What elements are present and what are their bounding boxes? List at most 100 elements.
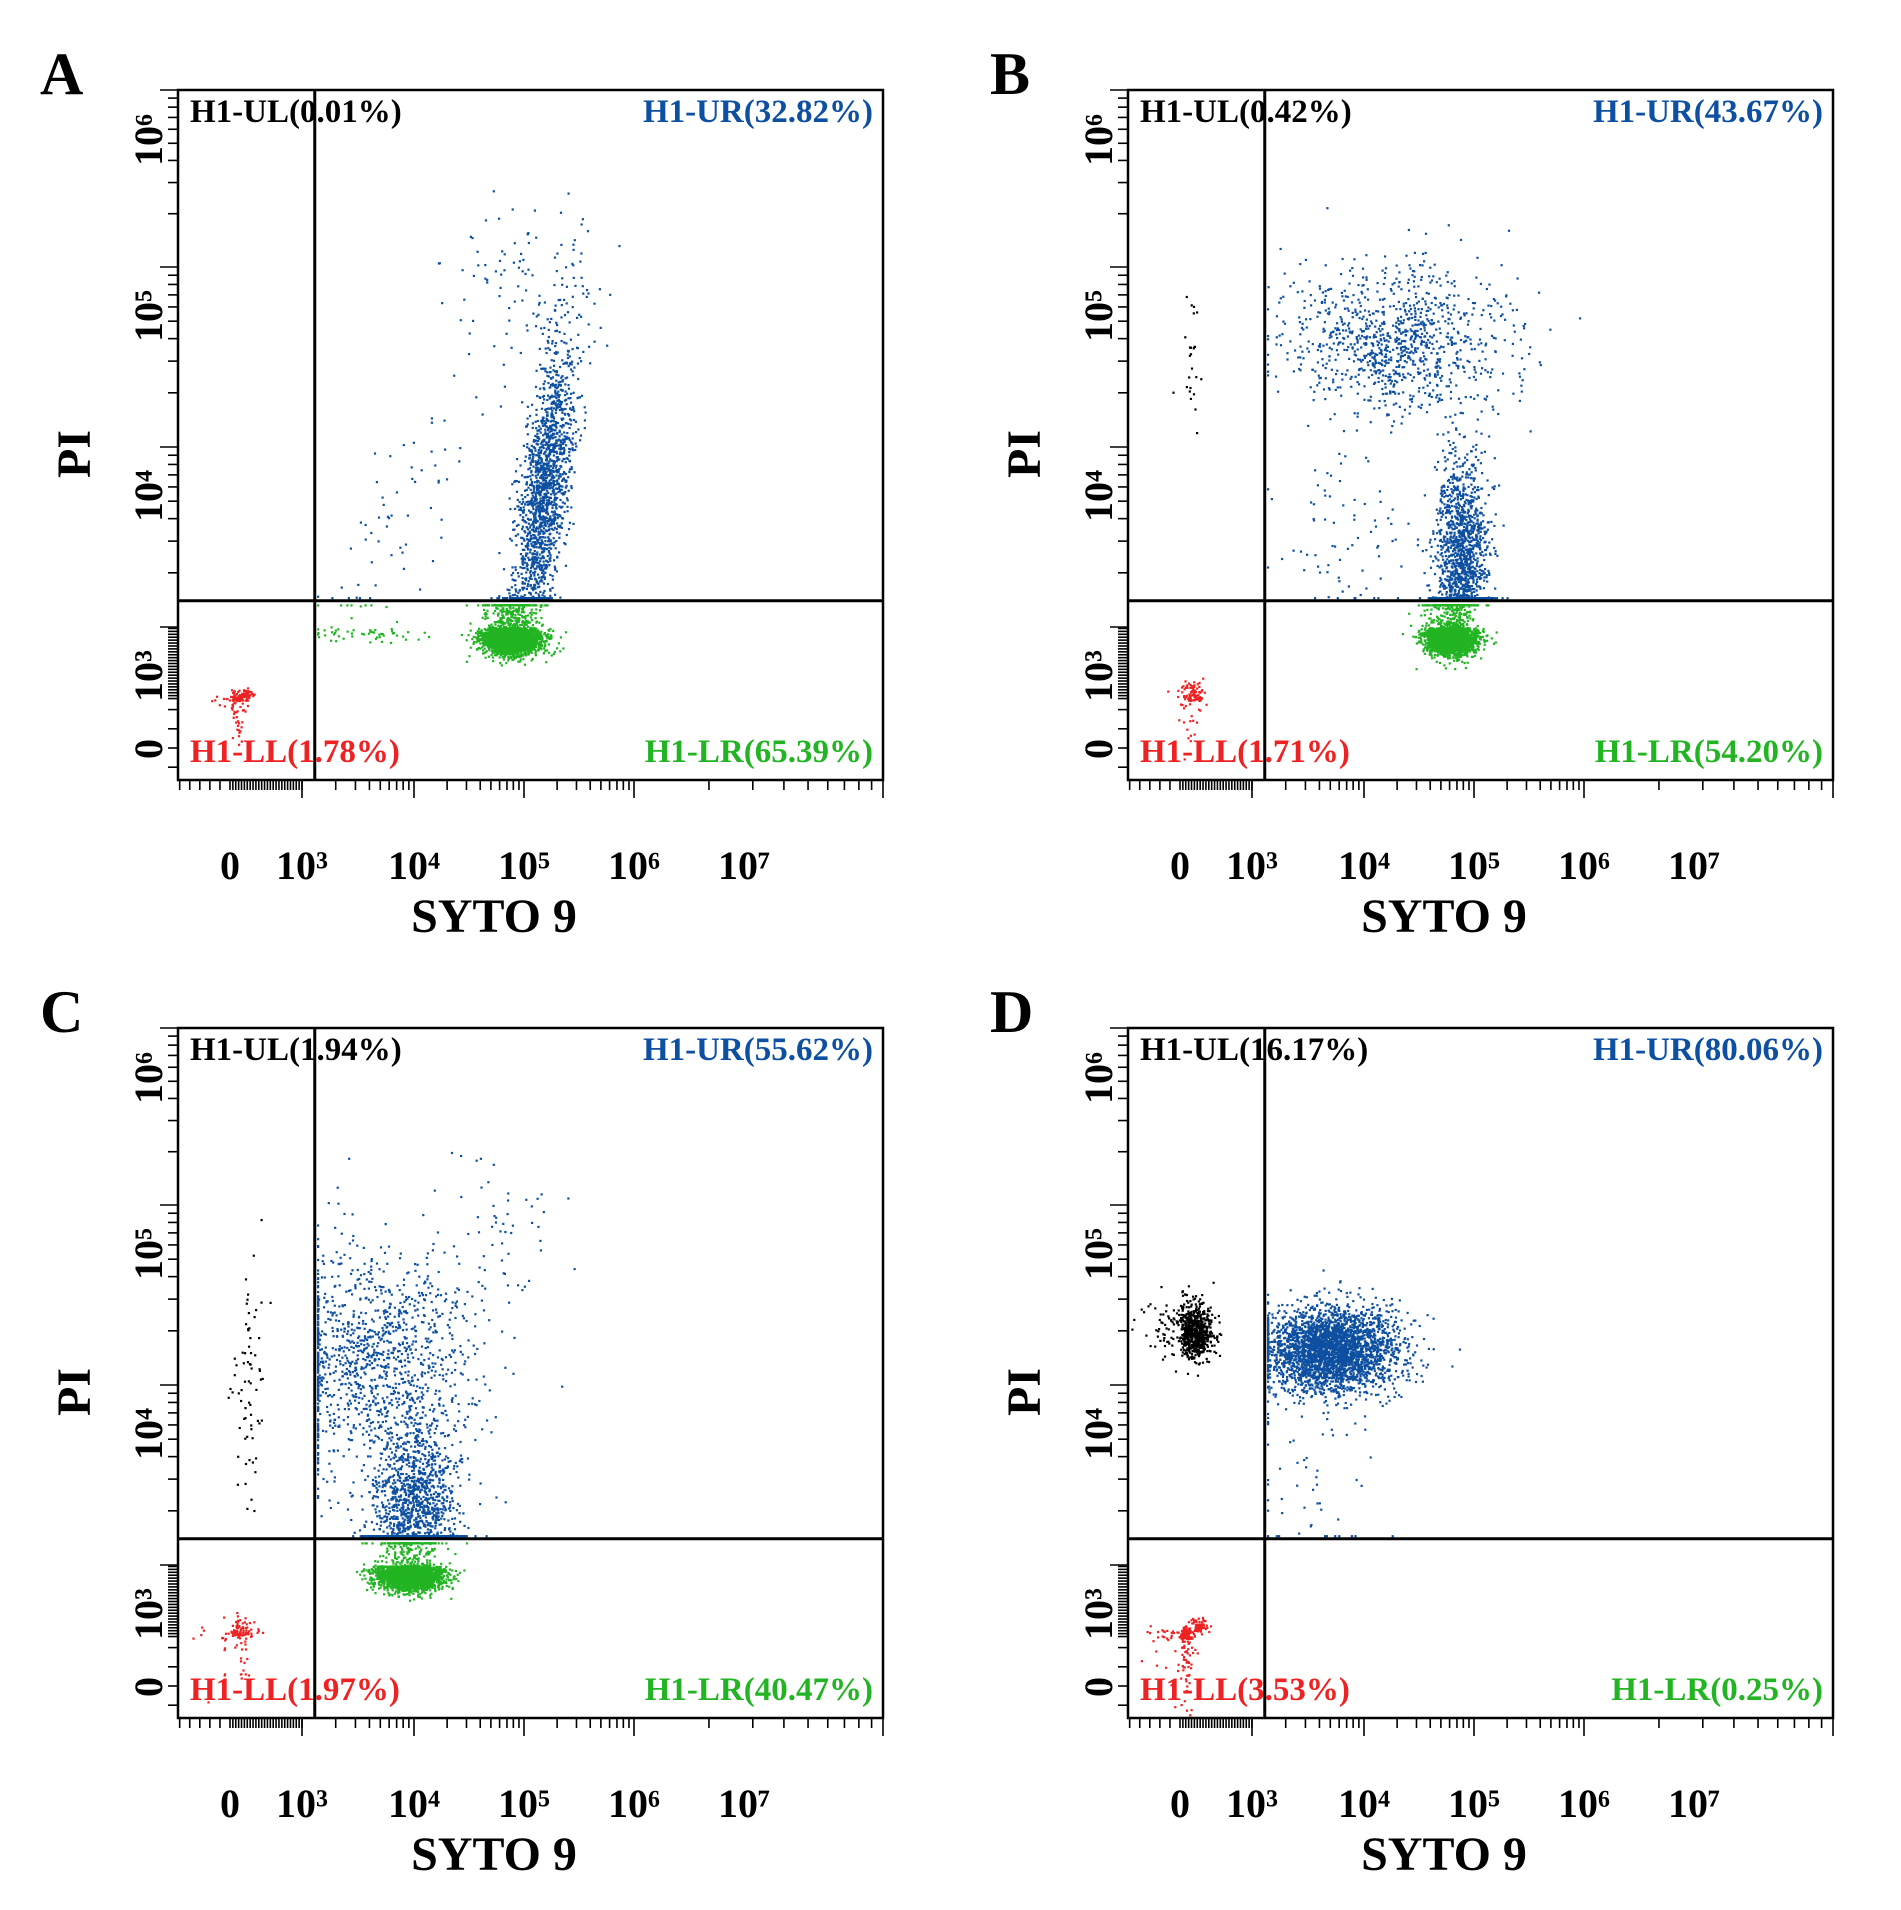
data-point xyxy=(522,511,525,514)
data-point xyxy=(569,397,572,400)
data-point xyxy=(510,657,513,660)
data-point xyxy=(537,538,540,541)
data-point xyxy=(508,605,511,608)
data-point xyxy=(561,389,564,392)
data-point xyxy=(525,289,528,292)
data-point xyxy=(541,465,544,468)
x-axis-label: SYTO 9 xyxy=(411,890,577,943)
data-point xyxy=(480,634,483,637)
data-point xyxy=(548,487,551,490)
data-point xyxy=(529,648,532,651)
data-point xyxy=(509,537,512,540)
data-point xyxy=(523,611,526,614)
data-point xyxy=(567,476,570,479)
data-point xyxy=(534,541,537,544)
data-point xyxy=(567,489,570,492)
data-point xyxy=(486,631,489,634)
data-point xyxy=(509,636,512,639)
data-point xyxy=(551,506,554,510)
data-point xyxy=(560,433,563,436)
data-point xyxy=(527,653,530,656)
data-point xyxy=(528,526,531,529)
data-point xyxy=(523,634,526,638)
data-point xyxy=(572,522,575,525)
data-point xyxy=(520,604,524,607)
data-point xyxy=(558,429,561,432)
data-point xyxy=(534,584,537,587)
data-point xyxy=(511,571,515,575)
data-point xyxy=(547,536,550,539)
data-point xyxy=(530,480,533,483)
data-point xyxy=(471,638,474,641)
data-point xyxy=(524,617,527,620)
data-point xyxy=(492,612,495,615)
data-point xyxy=(532,637,535,640)
data-point xyxy=(564,362,567,365)
data-point xyxy=(550,384,553,387)
data-point xyxy=(582,292,585,295)
data-point xyxy=(507,619,510,622)
data-point xyxy=(543,422,546,426)
data-point xyxy=(543,510,546,513)
data-point xyxy=(572,391,575,394)
data-point xyxy=(527,268,530,271)
data-point xyxy=(561,418,564,421)
data-point xyxy=(516,597,519,600)
data-point xyxy=(513,507,517,510)
data-point xyxy=(521,654,524,657)
data-point xyxy=(546,489,549,492)
data-point xyxy=(526,417,529,420)
data-point xyxy=(522,444,525,447)
data-point xyxy=(528,632,531,635)
data-point xyxy=(567,397,570,400)
data-point xyxy=(490,643,493,647)
data-point xyxy=(547,629,550,632)
data-point xyxy=(530,450,533,453)
data-point xyxy=(564,461,567,464)
data-point xyxy=(549,386,552,389)
data-point xyxy=(542,386,545,390)
data-point xyxy=(513,648,516,651)
data-point xyxy=(527,486,530,489)
data-point xyxy=(520,572,523,575)
x-tick-labels: 0 10³ 10⁴ 10⁵ 10⁶ 10⁷ xyxy=(220,843,770,888)
data-point xyxy=(526,538,529,541)
data-point xyxy=(525,627,528,630)
data-point xyxy=(561,501,564,504)
plot-area: H1-UL(0.01%) H1-UR(32.82%) H1-LL(1.78%) … xyxy=(160,88,885,798)
data-point xyxy=(506,637,509,641)
data-point xyxy=(552,407,556,410)
data-point xyxy=(541,645,544,648)
data-point xyxy=(531,426,534,430)
data-point xyxy=(541,555,544,558)
data-point xyxy=(528,604,531,607)
data-point xyxy=(560,400,563,404)
data-point xyxy=(521,597,524,600)
data-point xyxy=(565,398,568,401)
data-point xyxy=(542,640,545,644)
data-point xyxy=(525,638,528,641)
data-point xyxy=(483,608,486,611)
data-point xyxy=(477,630,480,633)
data-point xyxy=(519,604,522,607)
data-point xyxy=(512,597,515,600)
data-point xyxy=(511,566,514,569)
data-point xyxy=(495,604,498,607)
data-point xyxy=(475,641,478,644)
data-point xyxy=(577,377,580,381)
data-point xyxy=(561,517,565,520)
data-point xyxy=(510,574,513,577)
data-point xyxy=(546,398,549,402)
data-point xyxy=(523,476,526,479)
data-point xyxy=(554,466,557,469)
y-tick-label: 0 xyxy=(126,739,171,759)
data-point xyxy=(542,438,545,441)
data-point xyxy=(537,471,540,474)
data-point xyxy=(541,445,544,449)
data-point xyxy=(513,616,516,619)
data-point xyxy=(540,367,543,370)
data-point xyxy=(541,441,544,444)
data-point xyxy=(501,637,504,640)
data-point xyxy=(571,295,574,298)
data-point xyxy=(618,245,621,248)
